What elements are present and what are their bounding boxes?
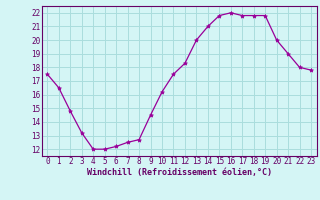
X-axis label: Windchill (Refroidissement éolien,°C): Windchill (Refroidissement éolien,°C) xyxy=(87,168,272,177)
